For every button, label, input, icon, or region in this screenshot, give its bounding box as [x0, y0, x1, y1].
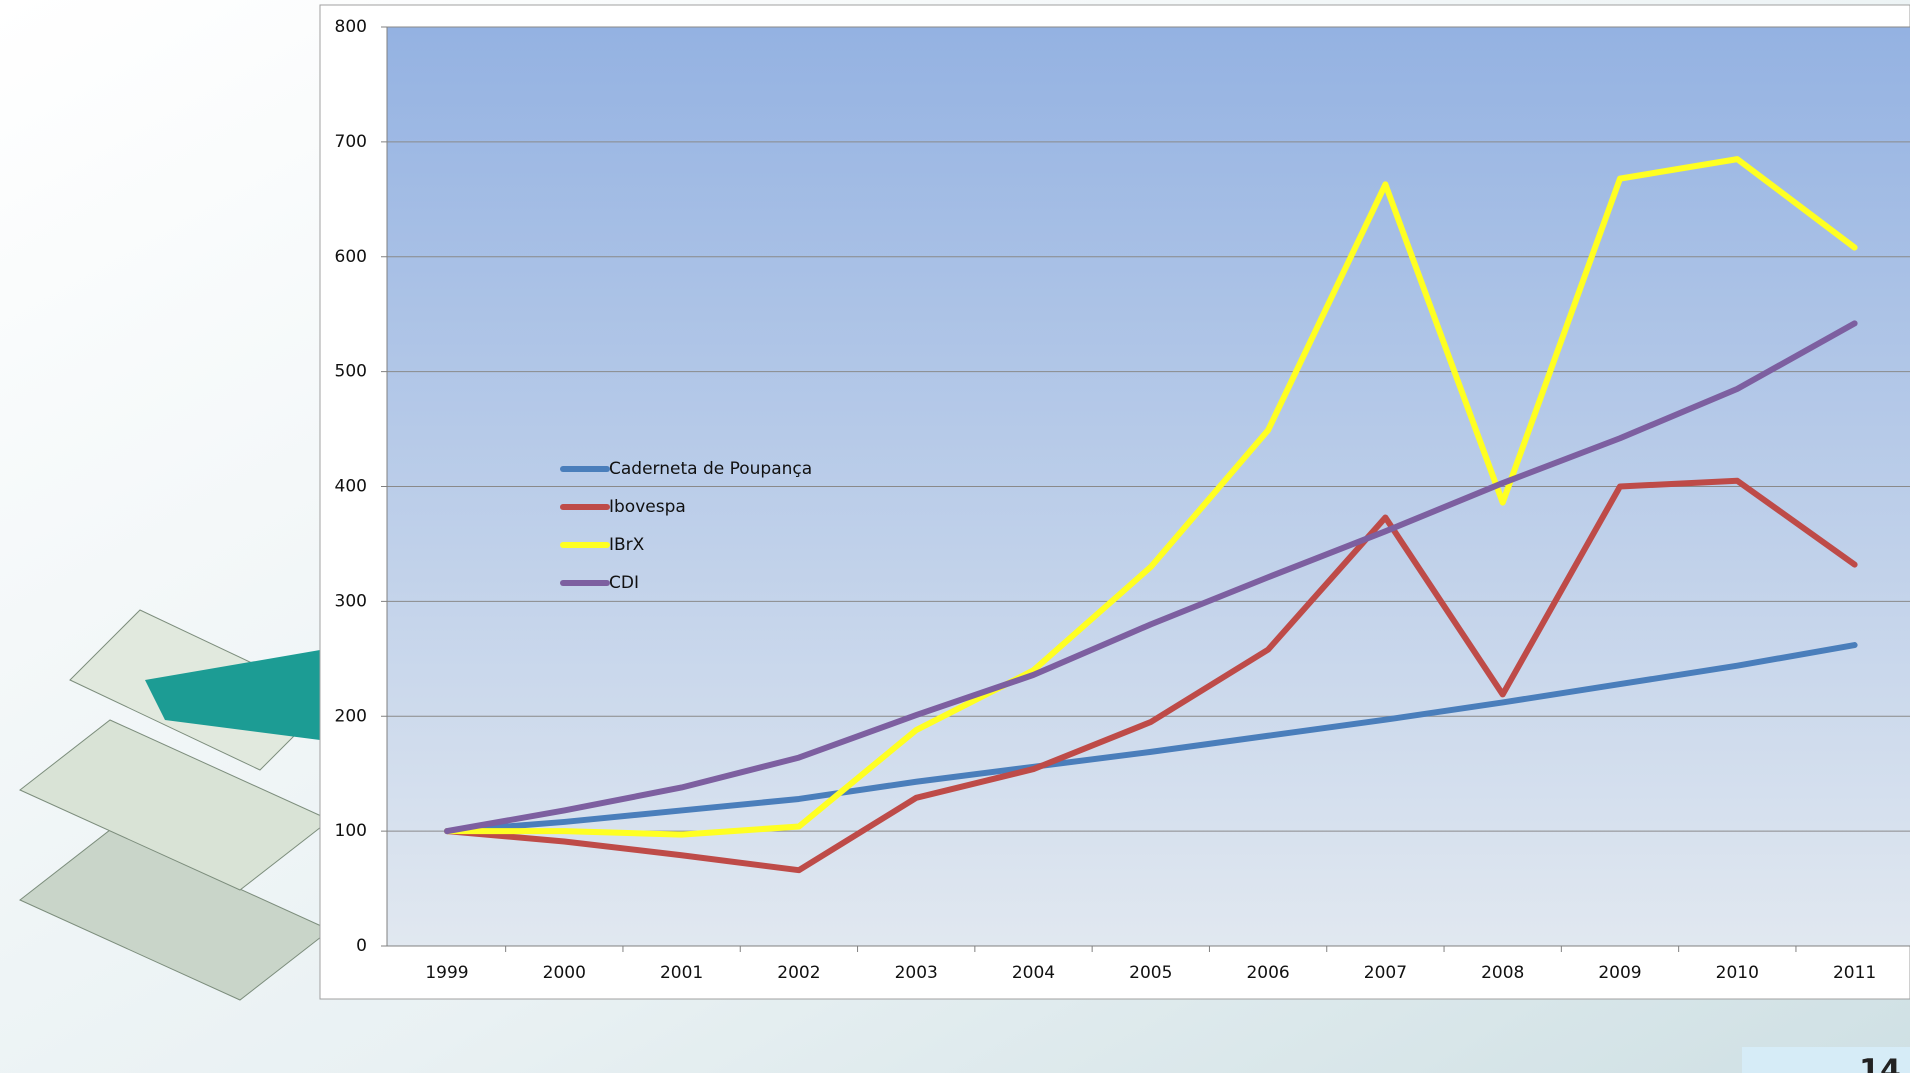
x-tick-label: 2010 — [1716, 963, 1759, 983]
x-tick-label: 2007 — [1364, 963, 1407, 983]
line-series — [444, 320, 1858, 835]
y-tick-label: 100 — [335, 821, 367, 841]
x-tick-label: 2006 — [1246, 963, 1289, 983]
x-tick-label: 2008 — [1481, 963, 1524, 983]
y-tick-label: 500 — [335, 362, 367, 382]
y-tick-label: 600 — [335, 247, 367, 267]
x-tick-label: 2003 — [895, 963, 938, 983]
x-tick-label: 2009 — [1598, 963, 1641, 983]
line-series — [444, 156, 1858, 838]
legend-label: Ibovespa — [609, 497, 686, 517]
x-tick-label: 2000 — [543, 963, 586, 983]
y-tick-label: 300 — [335, 591, 367, 611]
y-tick-label: 800 — [335, 17, 367, 37]
line-series — [444, 477, 1858, 874]
x-tick-label: 2005 — [1129, 963, 1172, 983]
y-tick-label: 400 — [335, 477, 367, 497]
x-tick-label: 1999 — [425, 963, 468, 983]
legend-label: Caderneta de Poupança — [609, 459, 812, 479]
slide-number-box — [1742, 1047, 1910, 1073]
x-tick-label: 2002 — [777, 963, 820, 983]
slide-number: 14 — [1859, 1054, 1901, 1074]
legend-label: IBrX — [609, 535, 645, 555]
legend-label: CDI — [609, 573, 639, 593]
line-series — [444, 642, 1858, 835]
money-illustration — [19, 609, 331, 1001]
y-tick-label: 200 — [335, 706, 367, 726]
x-tick-label: 2001 — [660, 963, 703, 983]
x-tick-label: 2011 — [1833, 963, 1876, 983]
y-tick-label: 0 — [356, 936, 367, 956]
chart: 0 100 200 300 400 500 600 700 800 1999 2000 2001 200… — [335, 17, 1910, 983]
x-tick-label: 2004 — [1012, 963, 1055, 983]
y-tick-label: 700 — [335, 132, 367, 152]
